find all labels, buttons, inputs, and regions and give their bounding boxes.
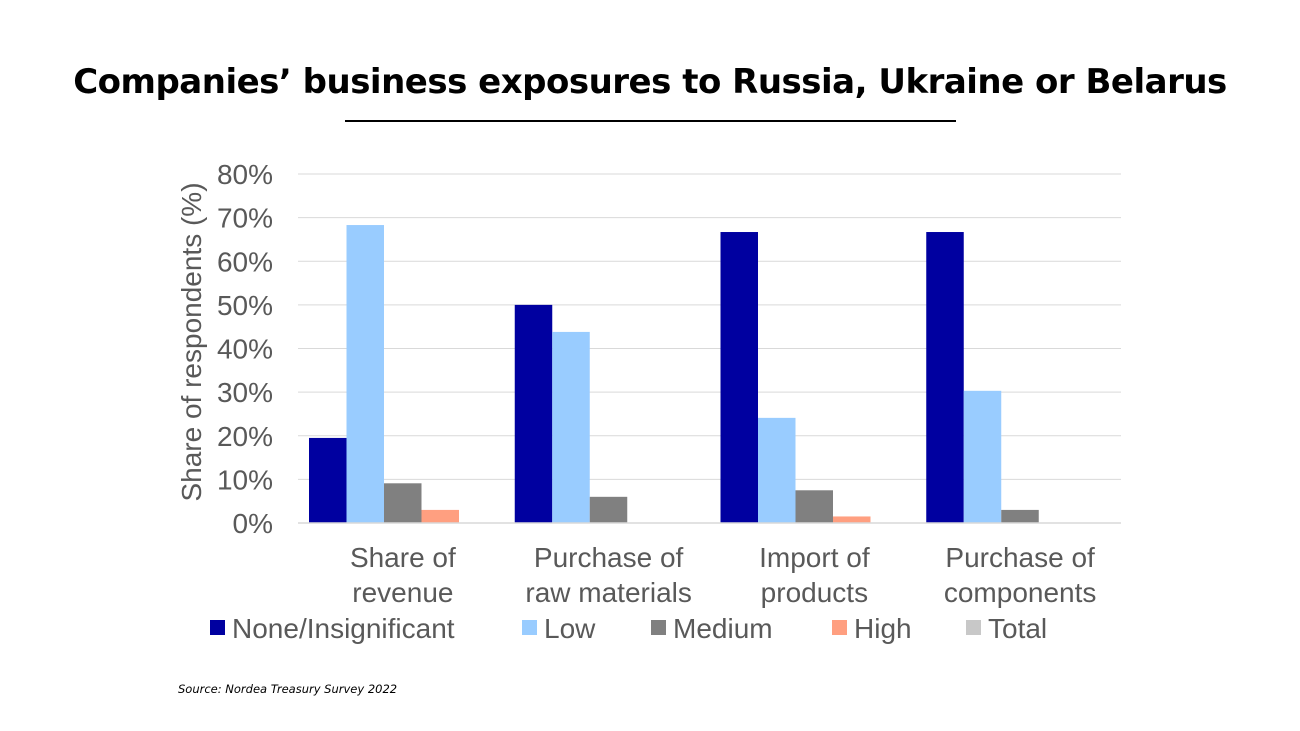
legend-label: Low bbox=[544, 613, 596, 644]
chart-title: Companies’ business exposures to Russia,… bbox=[73, 62, 1227, 102]
x-category-label: revenue bbox=[352, 577, 453, 608]
x-category-label: Purchase of bbox=[945, 542, 1095, 573]
source-note: Source: Nordea Treasury Survey 2022 bbox=[178, 682, 398, 696]
title-underline bbox=[345, 120, 956, 122]
bar-low-2 bbox=[758, 417, 796, 523]
bar-none-insignificant-1 bbox=[514, 304, 553, 523]
y-tick-label: 30% bbox=[217, 377, 273, 408]
bar-medium-2 bbox=[795, 490, 833, 523]
bar-medium-1 bbox=[589, 496, 628, 523]
y-tick-label: 0% bbox=[233, 508, 273, 539]
bar-high-0 bbox=[421, 509, 459, 523]
x-category-label: Purchase of bbox=[534, 542, 684, 573]
legend-swatch bbox=[651, 620, 666, 635]
y-tick-label: 70% bbox=[217, 203, 273, 234]
legend-swatch bbox=[522, 620, 537, 635]
x-category-label: Import of bbox=[759, 542, 870, 573]
x-category-label: components bbox=[944, 577, 1097, 608]
legend-swatch bbox=[210, 620, 225, 635]
x-category-label: products bbox=[761, 577, 868, 608]
x-category-label: Share of bbox=[350, 542, 456, 573]
x-category-label: raw materials bbox=[525, 577, 691, 608]
bar-none-insignificant-3 bbox=[926, 232, 964, 524]
bar-none-insignificant-2 bbox=[720, 232, 758, 524]
legend-label: None/Insignificant bbox=[232, 613, 455, 644]
bar-medium-3 bbox=[1001, 509, 1039, 523]
bar-low-0 bbox=[346, 225, 384, 523]
legend: None/Insignificant Low Medium High Total bbox=[210, 613, 1047, 644]
y-tick-label: 80% bbox=[217, 159, 273, 190]
legend-label: High bbox=[854, 613, 912, 644]
y-tick-label: 40% bbox=[217, 334, 273, 365]
bar-low-3 bbox=[963, 390, 1002, 523]
y-tick-label: 20% bbox=[217, 421, 273, 452]
legend-label: Total bbox=[988, 613, 1047, 644]
y-tick-label: 60% bbox=[217, 246, 273, 277]
y-axis-ticks: 0% 10% 20% 30% 40% 50% 60% 70% 80% bbox=[217, 159, 273, 539]
bar-none-insignificant-0 bbox=[309, 437, 347, 523]
bar-high-2 bbox=[833, 516, 871, 523]
x-axis-categories: Share of revenue Purchase of raw materials I… bbox=[350, 542, 1096, 608]
y-tick-label: 10% bbox=[217, 464, 273, 495]
bar-low-1 bbox=[552, 331, 590, 523]
legend-swatch bbox=[966, 620, 981, 635]
bars bbox=[309, 225, 1039, 524]
legend-swatch bbox=[832, 620, 847, 635]
bar-medium-0 bbox=[384, 483, 422, 523]
y-tick-label: 50% bbox=[217, 290, 273, 321]
legend-label: Medium bbox=[673, 613, 773, 644]
y-axis-label: Share of respondents (%) bbox=[176, 182, 207, 501]
